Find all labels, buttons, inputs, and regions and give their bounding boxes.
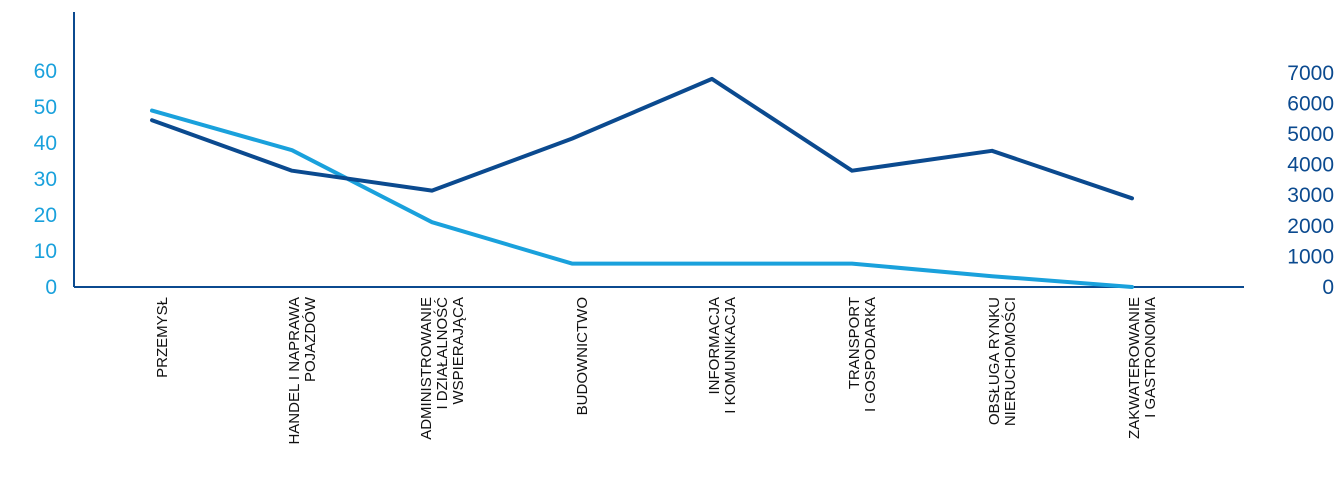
series-line-right-axis (150, 76, 1134, 201)
left-y-tick-label: 20 (34, 204, 57, 227)
right-y-tick-labels: 0 1000 2000 3000 4000 5000 6000 7000 (1287, 62, 1334, 299)
left-y-tick-label: 0 (45, 276, 57, 299)
right-y-tick-label: 0 (1322, 276, 1334, 299)
right-y-tick-label: 1000 (1287, 245, 1334, 268)
left-y-tick-label: 30 (34, 168, 57, 191)
left-y-tick-label: 50 (34, 96, 57, 119)
right-y-tick-label: 3000 (1287, 184, 1334, 207)
left-y-tick-label: 60 (34, 60, 57, 83)
left-y-tick-label: 40 (34, 132, 57, 155)
series-line-left-axis (150, 108, 1134, 289)
category-label: BUDOWNICTWO (574, 297, 591, 415)
right-y-tick-label: 6000 (1287, 92, 1334, 115)
category-label: HANDEL I NAPRAWAPOJAZDÓW (286, 296, 319, 444)
category-label: TRANSPORTI GOSPODARKA (846, 297, 879, 412)
category-label: OBSŁUGA RYNKUNIERUCHOMOŚCI (986, 297, 1019, 426)
left-y-tick-label: 10 (34, 240, 57, 263)
series-lines (150, 76, 1134, 289)
category-label: ZAKWATEROWANIEI GASTRONOMIA (1126, 297, 1159, 439)
right-y-tick-label: 4000 (1287, 154, 1334, 177)
right-y-tick-label: 2000 (1287, 215, 1334, 238)
category-label: PRZEMYSŁ (154, 297, 171, 378)
right-y-tick-label: 5000 (1287, 123, 1334, 146)
right-y-tick-label: 7000 (1287, 62, 1334, 85)
left-y-tick-labels: 0 10 20 30 40 50 60 (34, 60, 57, 299)
category-label: INFORMACJAI KOMUNIKACJA (706, 297, 739, 414)
category-label: ADMINISTROWANIEI DZIAŁALNOŚĆWSPIERAJĄCA (418, 297, 467, 440)
category-labels: PRZEMYSŁ HANDEL I NAPRAWAPOJAZDÓW ADMINIST… (154, 296, 1159, 444)
